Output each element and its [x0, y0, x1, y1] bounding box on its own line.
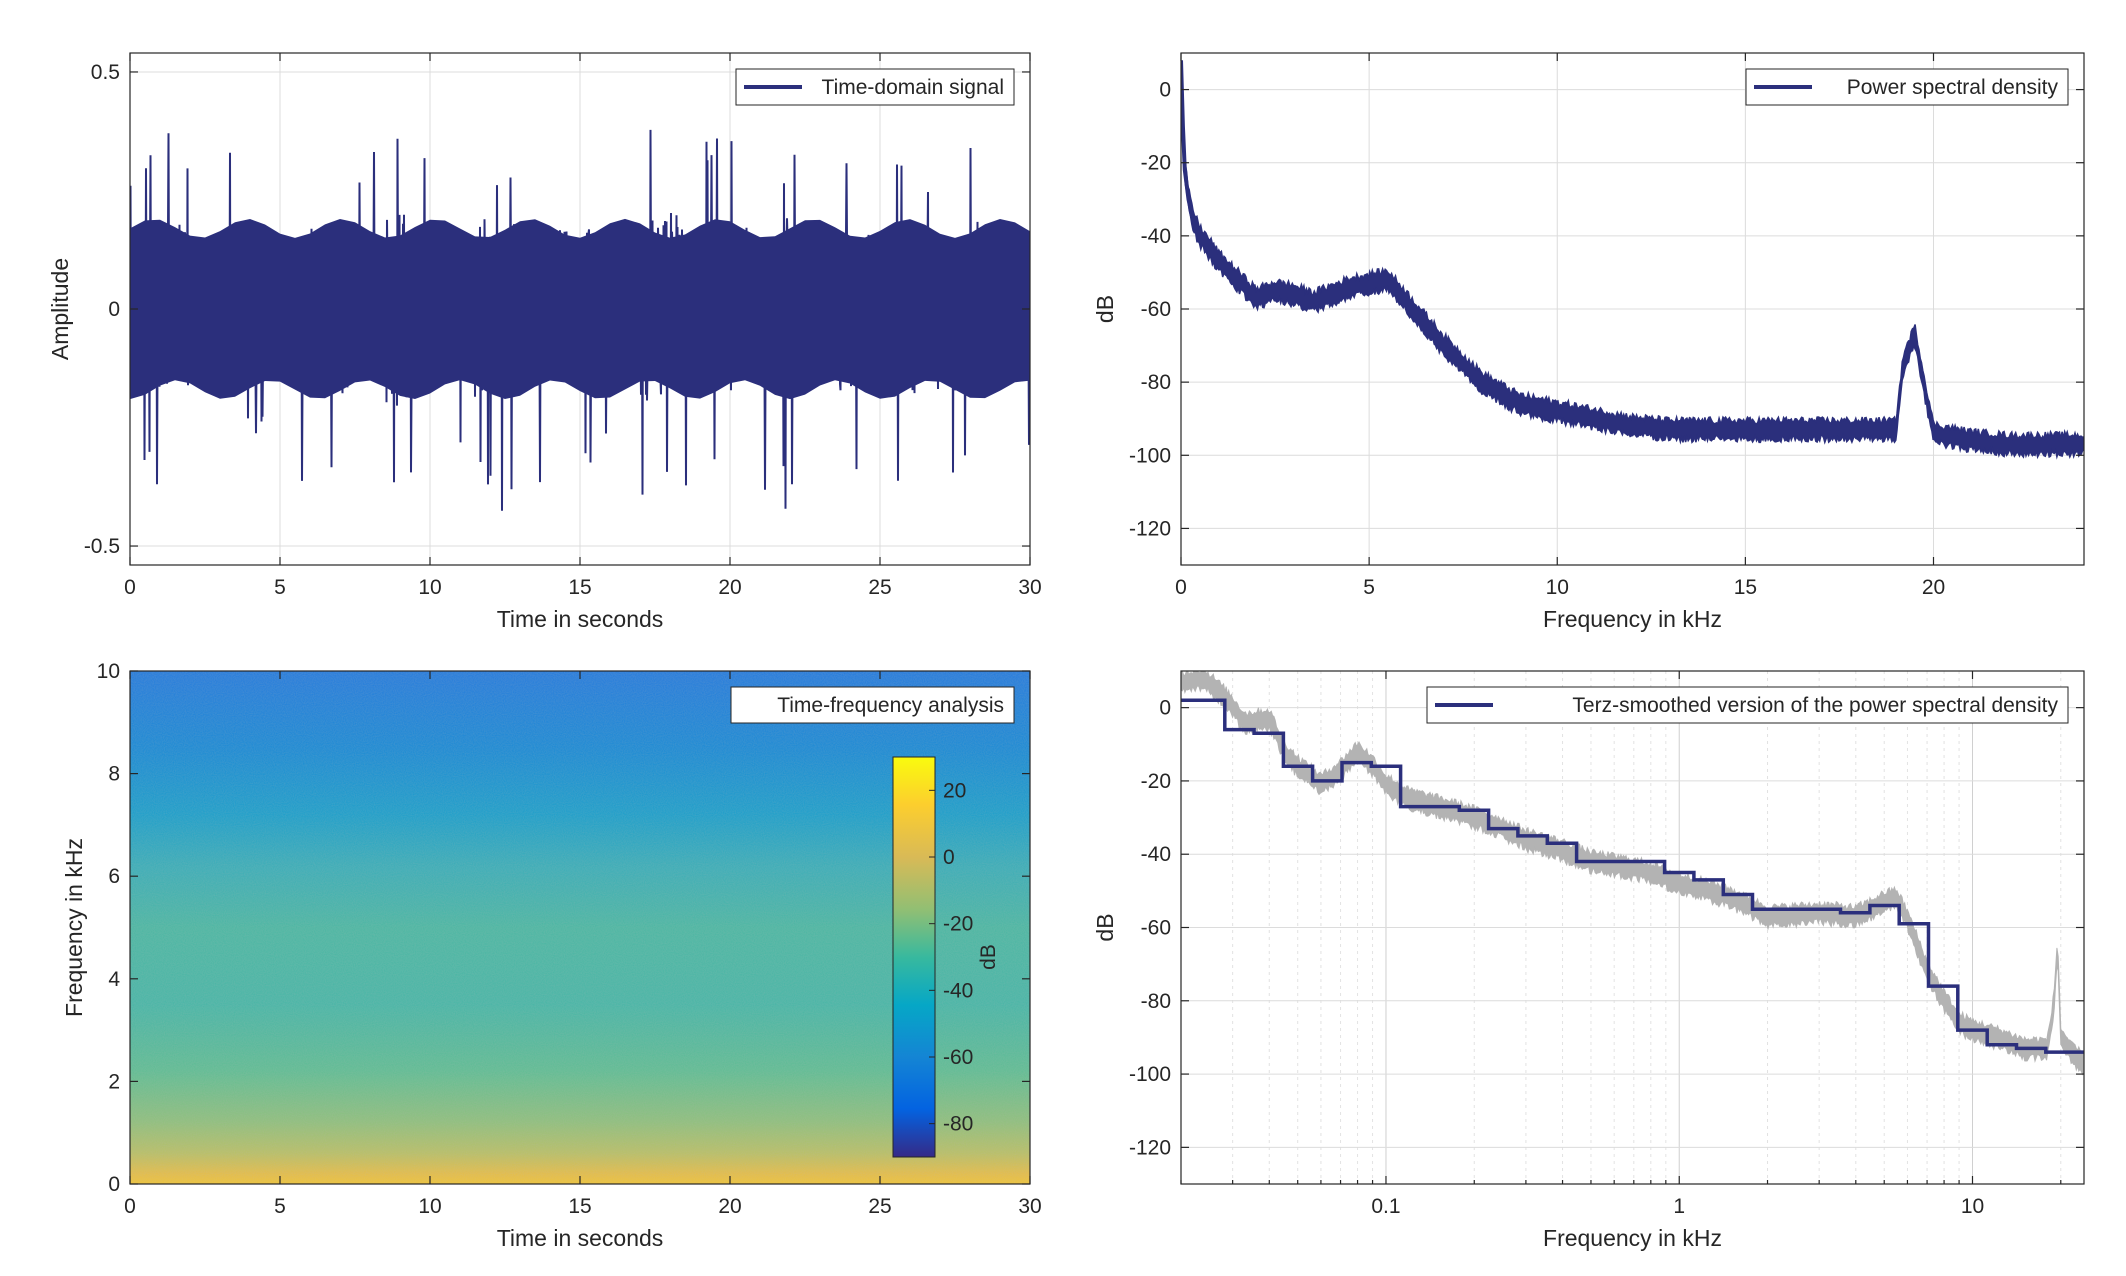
y-tick-label: -40: [1141, 843, 1171, 866]
axes-spectrogram: 0 5 10 15 20 25 30 0 2 4 6 8 10 Time in seconds Freque…: [61, 660, 1042, 1251]
x-tick-label: 30: [1018, 1195, 1041, 1218]
y-tick-label: -40: [1141, 225, 1171, 248]
colorbar-tick-label: -40: [943, 979, 973, 1002]
axes-terz_psd: 0.1 1 10 -120 -100 -80 -60 -40 -20 0 Frequency in …: [1092, 670, 2085, 1251]
x-tick-label: 0: [124, 576, 136, 599]
colorbar-label: dB: [977, 944, 1000, 970]
x-tick-label: 15: [568, 576, 591, 599]
x-tick-label: 25: [868, 1195, 891, 1218]
x-axis-label: Frequency in kHz: [1543, 606, 1722, 632]
colorbar-tick-label: -80: [943, 1113, 973, 1136]
legend: Terz-smoothed version of the power spect…: [1426, 686, 2069, 724]
legend-entry: Time-domain signal: [822, 76, 1004, 99]
x-tick-label: 10: [418, 576, 441, 599]
y-axis-label: Amplitude: [47, 258, 73, 360]
ticks: [129, 670, 1031, 1185]
y-tick-label: 0: [1159, 697, 1171, 720]
y-tick-label: 0.5: [91, 61, 120, 84]
psd-line-head: [1181, 60, 1195, 219]
legend: Time-frequency analysis: [730, 686, 1015, 724]
y-axis-label: Frequency in kHz: [61, 838, 87, 1017]
legend-entry: Terz-smoothed version of the power spect…: [1572, 694, 2058, 717]
x-tick-label: 15: [568, 1195, 591, 1218]
legend-entry: Time-frequency analysis: [777, 694, 1004, 717]
y-tick-label: -80: [1141, 371, 1171, 394]
y-axis-label: dB: [1092, 295, 1118, 323]
y-axis-label: dB: [1092, 913, 1118, 941]
x-tick-label: 0: [1175, 576, 1187, 599]
y-tick-label: 0: [108, 1173, 120, 1196]
plot-content: [130, 53, 1030, 565]
x-axis-label: Frequency in kHz: [1543, 1225, 1722, 1251]
x-tick-label: 15: [1734, 576, 1757, 599]
y-tick-label: -100: [1129, 444, 1171, 467]
x-tick-label: 5: [1363, 576, 1375, 599]
terz-step-line: [1181, 698, 2084, 1054]
legend-box: [1426, 686, 2069, 724]
x-tick-label: 1: [1673, 1195, 1685, 1218]
x-axis-label: Time in seconds: [497, 1225, 664, 1251]
signal-core: [130, 218, 1030, 400]
colorbar-tick-label: 20: [943, 779, 966, 802]
x-tick-label: 10: [1546, 576, 1569, 599]
plot-content: [1181, 671, 2084, 1184]
y-tick-label: -120: [1129, 1136, 1171, 1159]
colorbar-tick-label: -20: [943, 913, 973, 936]
grid: [1181, 53, 2084, 565]
x-tick-label: 5: [274, 1195, 286, 1218]
x-tick-label: 20: [718, 576, 741, 599]
ticks: [1180, 53, 2084, 565]
colorbar-bar: [892, 756, 936, 1158]
legend: Time-domain signal: [735, 68, 1015, 106]
y-tick-label: -100: [1129, 1063, 1171, 1086]
x-tick-label: 20: [1922, 576, 1945, 599]
spectrogram-speckle: [130, 671, 1030, 1184]
psd-line: [1181, 69, 2084, 460]
y-tick-label: -80: [1141, 990, 1171, 1013]
x-tick-label: 5: [274, 576, 286, 599]
colorbar-tick-label: 0: [943, 846, 955, 869]
legend-box: [730, 686, 1015, 724]
colorbar: -80 -60 -40 -20 0 20 dB: [892, 756, 1000, 1158]
y-tick-label: -0.5: [84, 535, 120, 558]
x-tick-label: 30: [1018, 576, 1041, 599]
y-tick-label: 10: [97, 660, 120, 683]
y-tick-label: 0: [1159, 79, 1171, 102]
x-axis-label: Time in seconds: [497, 606, 664, 632]
legend: Power spectral density: [1745, 68, 2069, 106]
y-tick-label: 0: [108, 298, 120, 321]
y-tick-label: -20: [1141, 152, 1171, 175]
x-tick-label: 10: [1961, 1195, 1984, 1218]
ticks: [129, 53, 1031, 565]
axes-psd: 0 5 10 15 20 -120 -100 -80 -60 -40 -20 0 Frequency i…: [1092, 52, 2085, 632]
y-tick-label: -60: [1141, 917, 1171, 940]
colorbar-tick-label: -60: [943, 1046, 973, 1069]
plot-content: [130, 671, 1030, 1184]
legend-entry: Power spectral density: [1847, 76, 2059, 99]
plot-content: [1181, 53, 2084, 565]
x-tick-label: 25: [868, 576, 891, 599]
y-tick-label: 8: [108, 763, 120, 786]
ticks: [1180, 671, 2084, 1184]
x-tick-label: 10: [418, 1195, 441, 1218]
x-tick-label: 20: [718, 1195, 741, 1218]
x-tick-label: 0.1: [1371, 1195, 1400, 1218]
y-tick-label: 6: [108, 865, 120, 888]
y-tick-label: 2: [108, 1070, 120, 1093]
y-tick-label: 4: [108, 968, 120, 991]
y-tick-label: -120: [1129, 517, 1171, 540]
x-tick-label: 0: [124, 1195, 136, 1218]
y-tick-label: -60: [1141, 298, 1171, 321]
y-tick-label: -20: [1141, 770, 1171, 793]
